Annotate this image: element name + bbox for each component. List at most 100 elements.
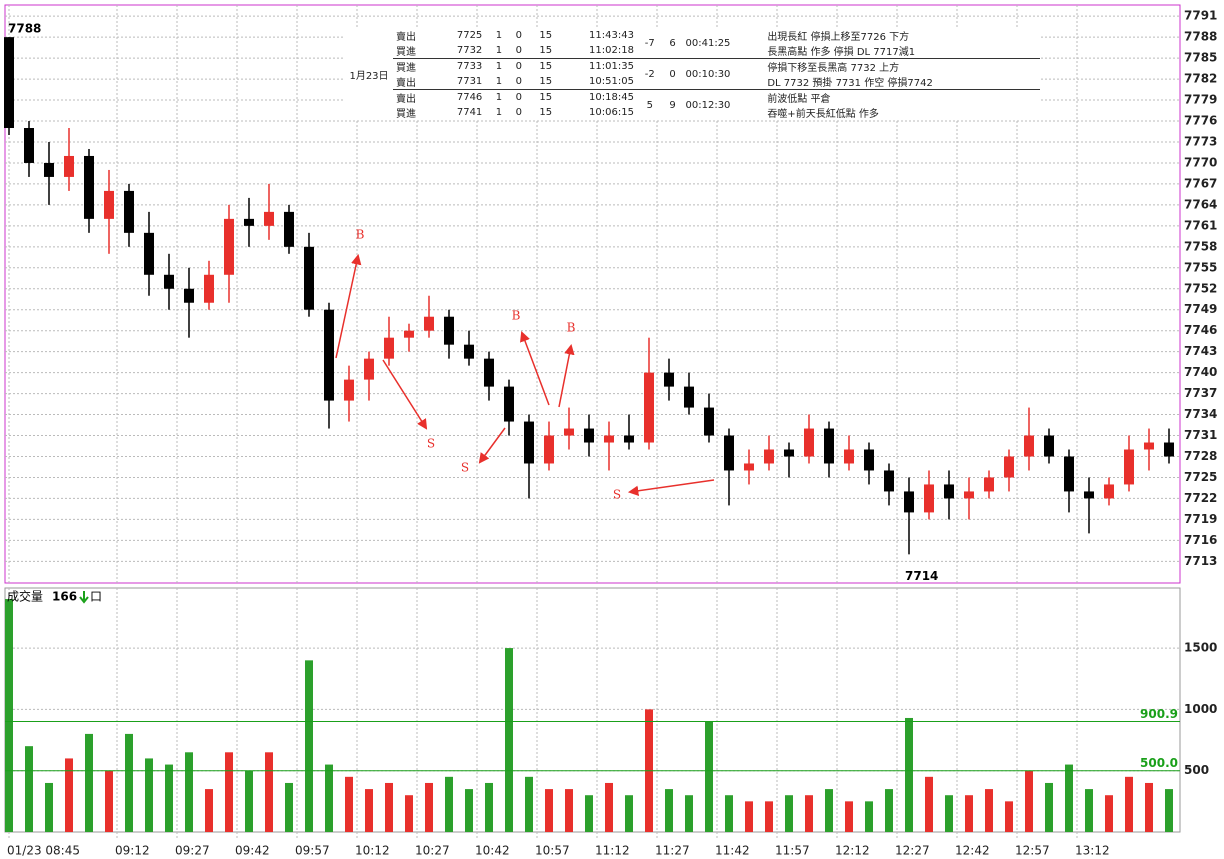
table-cell: 15 bbox=[539, 107, 553, 118]
y-tick-label: 1500 bbox=[1184, 641, 1217, 655]
candle-body bbox=[624, 435, 634, 443]
trade-arrow bbox=[558, 343, 575, 408]
max-label: 7788 bbox=[8, 22, 41, 36]
trade-mark: B bbox=[356, 228, 365, 242]
volume-bar bbox=[45, 782, 53, 832]
table-cell: 前波低點 平倉 bbox=[764, 89, 1040, 105]
volume-bar bbox=[625, 795, 633, 832]
table-cell: 15 bbox=[539, 45, 553, 56]
candle-body bbox=[984, 477, 994, 492]
volume-bar bbox=[5, 599, 13, 832]
y-tick-label: 7734 bbox=[1184, 407, 1217, 421]
candle-body bbox=[824, 428, 834, 464]
candle-body bbox=[844, 449, 854, 464]
volume-bar bbox=[705, 721, 713, 832]
y-tick-label: 500 bbox=[1184, 763, 1209, 777]
volume-bar bbox=[605, 782, 613, 832]
x-tick-label: 13:12 bbox=[1075, 844, 1110, 858]
trade-arrow bbox=[382, 359, 428, 430]
x-tick-label: 12:27 bbox=[895, 844, 930, 858]
table-cell: 10:06:15 bbox=[589, 107, 634, 118]
y-tick-label: 7719 bbox=[1184, 512, 1217, 526]
candle-body bbox=[744, 463, 754, 471]
candle-body bbox=[904, 491, 914, 513]
table-cell: 7731 bbox=[456, 76, 483, 87]
trade-mark: B bbox=[567, 321, 576, 335]
table-cell: 11:43:43 bbox=[589, 30, 634, 41]
table-row: 賣出 7746 1 0 15 10:18:45 5 9 00:12:30 前波低點 平倉 bbox=[345, 89, 1040, 120]
candle-body bbox=[1044, 435, 1054, 457]
candle-body bbox=[1144, 442, 1154, 450]
y-tick-label: 7737 bbox=[1184, 386, 1217, 400]
candle-body bbox=[64, 155, 74, 177]
volume-bar bbox=[1085, 789, 1093, 832]
y-tick-label: 7776 bbox=[1184, 114, 1217, 128]
candle-body bbox=[424, 316, 434, 331]
volume-bar bbox=[565, 789, 573, 832]
table-cell: 買進 bbox=[396, 47, 416, 58]
table-cell: 15 bbox=[539, 76, 553, 87]
volume-bar bbox=[245, 770, 253, 832]
y-tick-label: 7767 bbox=[1184, 176, 1217, 190]
table-cell: 6 bbox=[669, 37, 676, 49]
x-tick-label: 11:27 bbox=[655, 844, 690, 858]
table-cell: 00:10:30 bbox=[682, 58, 765, 90]
table-cell: 7746 bbox=[434, 89, 486, 105]
volume-bar bbox=[225, 752, 233, 832]
candle-body bbox=[764, 449, 774, 464]
volume-current: 166 bbox=[52, 590, 77, 604]
candle-body bbox=[584, 428, 594, 443]
x-tick-label: 11:42 bbox=[715, 844, 750, 858]
volume-bar bbox=[1165, 789, 1173, 832]
y-tick-label: 7743 bbox=[1184, 344, 1217, 358]
volume-bar bbox=[945, 795, 953, 832]
volume-bar bbox=[185, 752, 193, 832]
candle-body bbox=[1084, 491, 1094, 499]
candle-body bbox=[104, 190, 114, 219]
y-tick-label: 7740 bbox=[1184, 365, 1217, 379]
candle-body bbox=[964, 491, 974, 499]
candle-body bbox=[24, 128, 34, 163]
y-tick-label: 7770 bbox=[1184, 155, 1217, 169]
candle-body bbox=[604, 435, 614, 443]
table-cell: 00:12:30 bbox=[682, 89, 765, 120]
volume-bar bbox=[405, 795, 413, 832]
candle-body bbox=[484, 358, 494, 387]
trade-arrow bbox=[478, 427, 506, 464]
volume-bar bbox=[1145, 782, 1153, 832]
candle-body bbox=[644, 372, 654, 443]
table-cell: 0 bbox=[505, 89, 526, 105]
table-cell: 7725 bbox=[456, 30, 483, 41]
candle-body bbox=[84, 155, 94, 219]
volume-bar bbox=[1105, 795, 1113, 832]
table-cell: 11:02:18 bbox=[589, 45, 634, 56]
table-cell: 1 bbox=[485, 89, 506, 105]
table-cell: 賣出 bbox=[396, 32, 416, 43]
y-tick-label: 1000 bbox=[1184, 702, 1217, 716]
reference-label: 500.0 bbox=[1140, 756, 1178, 770]
table-cell: 0 bbox=[505, 58, 526, 74]
candle-body bbox=[924, 484, 934, 513]
trade-mark: S bbox=[461, 461, 469, 475]
table-cell: 11:01:35 bbox=[555, 58, 637, 74]
volume-bar bbox=[665, 789, 673, 832]
volume-bar bbox=[805, 795, 813, 832]
table-cell: 1 bbox=[495, 107, 503, 118]
candle-body bbox=[1064, 456, 1074, 492]
trade-arrow bbox=[335, 253, 362, 359]
y-tick-label: 7785 bbox=[1184, 51, 1217, 65]
y-tick-label: 7749 bbox=[1184, 302, 1217, 316]
candle-body bbox=[944, 484, 954, 499]
volume-bar bbox=[585, 795, 593, 832]
candle-body bbox=[344, 379, 354, 401]
volume-bar bbox=[205, 789, 213, 832]
volume-title: 成交量 bbox=[7, 589, 43, 604]
trade-arrow bbox=[627, 479, 715, 497]
y-tick-label: 7728 bbox=[1184, 449, 1217, 463]
table-cell: 10:18:45 bbox=[555, 89, 637, 105]
y-tick-label: 7722 bbox=[1184, 491, 1217, 505]
x-tick-label: 09:27 bbox=[175, 844, 210, 858]
table-cell: 9 bbox=[662, 89, 683, 120]
candle-body bbox=[784, 449, 794, 457]
y-tick-label: 7791 bbox=[1184, 9, 1217, 23]
